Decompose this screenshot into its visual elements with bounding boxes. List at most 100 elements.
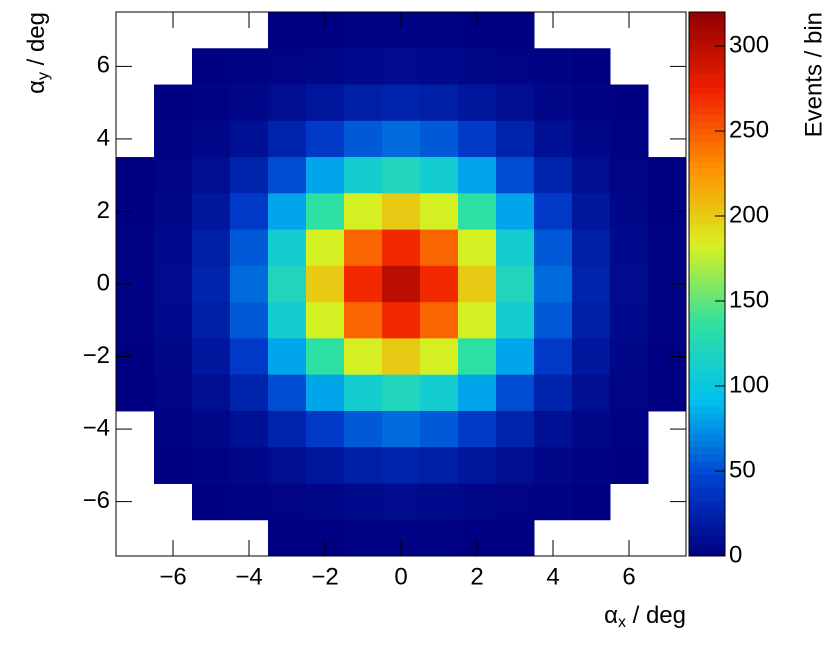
colorbar-swatch <box>689 73 725 81</box>
heatmap-cell <box>230 447 269 484</box>
colorbar-swatch <box>689 297 725 305</box>
heatmap-cell <box>534 265 573 303</box>
heatmap-cell <box>230 120 269 158</box>
heatmap-cell <box>572 193 611 231</box>
heatmap-cell <box>382 157 421 194</box>
colorbar-swatch <box>689 290 725 299</box>
colorbar-swatch <box>689 515 725 523</box>
heatmap-cell <box>344 48 383 86</box>
heatmap-cell <box>344 447 383 484</box>
heatmap-cell <box>192 193 231 231</box>
heatmap-cell <box>610 84 649 122</box>
heatmap-cell <box>610 338 649 376</box>
heatmap-cell <box>534 374 573 412</box>
z-tick-label: 150 <box>729 286 769 313</box>
colorbar-swatch <box>689 52 725 61</box>
heatmap-cell <box>458 48 497 86</box>
heatmap-cell <box>382 302 421 339</box>
heatmap-cell <box>116 302 155 339</box>
heatmap-cell <box>496 120 535 158</box>
heatmap-cell <box>610 193 649 231</box>
z-axis-label: Events / bin <box>800 12 827 137</box>
heatmap-cell <box>230 374 269 412</box>
heatmap-cell <box>344 229 383 267</box>
heatmap-cell <box>154 265 193 303</box>
heatmap-cell <box>230 302 269 339</box>
colorbar-swatch <box>689 120 725 129</box>
heatmap-cell <box>192 84 231 122</box>
y-tick-label: 0 <box>97 269 110 296</box>
heatmap-cell <box>534 193 573 231</box>
z-tick-label: 0 <box>729 541 742 568</box>
colorbar-swatch <box>689 195 725 203</box>
colorbar-swatch <box>689 399 725 407</box>
heatmap-cell <box>344 374 383 412</box>
colorbar-swatch <box>689 420 725 428</box>
heatmap-cell <box>268 12 307 49</box>
heatmap-cell <box>306 157 345 194</box>
heatmap-cell <box>572 483 611 521</box>
heatmap-cell <box>154 120 193 158</box>
colorbar-swatch <box>689 542 725 550</box>
heatmap-cell <box>648 157 687 194</box>
x-tick-label: 4 <box>546 563 559 590</box>
heatmap-cell <box>382 193 421 231</box>
heatmap-cell <box>496 157 535 194</box>
heatmap-cell <box>306 483 345 521</box>
heatmap-cell <box>306 447 345 484</box>
colorbar-swatch <box>689 39 725 47</box>
colorbar-swatch <box>689 114 725 122</box>
heatmap-cell <box>344 84 383 122</box>
heatmap-cell <box>192 229 231 267</box>
x-label-subscript: x <box>618 614 626 631</box>
heatmap-cell <box>572 265 611 303</box>
heatmap-cell <box>458 193 497 231</box>
z-tick-label: 50 <box>729 456 756 483</box>
colorbar-frame <box>688 11 726 557</box>
heatmap-cell <box>572 84 611 122</box>
heatmap-cell <box>344 265 383 303</box>
heatmap-cell <box>458 84 497 122</box>
heatmap-cell <box>496 302 535 339</box>
x-label-symbol: α <box>604 602 618 629</box>
heatmap-cell <box>458 483 497 521</box>
heatmap-cell <box>192 265 231 303</box>
y-tick-label: 4 <box>97 124 110 151</box>
heatmap-cell <box>534 229 573 267</box>
heatmap-cell <box>344 120 383 158</box>
heatmap-cell <box>496 229 535 267</box>
axes <box>115 11 726 557</box>
heatmap-cell <box>382 120 421 158</box>
colorbar-swatch <box>689 182 725 190</box>
colorbar-swatch <box>689 481 725 489</box>
y-label-symbol: α <box>23 80 50 94</box>
colorbar-swatch <box>689 318 725 326</box>
colorbar-swatch <box>689 535 725 543</box>
heatmap-cell <box>610 229 649 267</box>
heatmap-cell <box>496 193 535 231</box>
colorbar-swatch <box>689 256 725 265</box>
heatmap-cell <box>420 157 459 194</box>
heatmap-cell <box>192 410 231 448</box>
heatmap-cell <box>268 519 307 557</box>
heatmap-cell <box>344 12 383 49</box>
colorbar-swatch <box>689 141 725 149</box>
x-label-unit: / deg <box>626 602 686 629</box>
colorbar-swatch <box>689 474 725 482</box>
heatmap-cell <box>610 447 649 484</box>
heatmap-cell <box>344 519 383 557</box>
heatmap-cell <box>382 265 421 303</box>
colorbar-swatch <box>689 93 725 101</box>
colorbar-swatch <box>689 209 725 217</box>
heatmap-cell <box>610 374 649 412</box>
heatmap-cell <box>306 374 345 412</box>
heatmap-cell <box>268 338 307 376</box>
heatmap-cell <box>306 229 345 267</box>
colorbar-swatch <box>689 460 725 469</box>
heatmap-cell <box>572 447 611 484</box>
heatmap-cell <box>154 193 193 231</box>
colorbar-swatch <box>689 263 725 271</box>
colorbar-swatch <box>689 32 725 40</box>
heatmap-cell <box>496 84 535 122</box>
heatmap-cell <box>420 338 459 376</box>
